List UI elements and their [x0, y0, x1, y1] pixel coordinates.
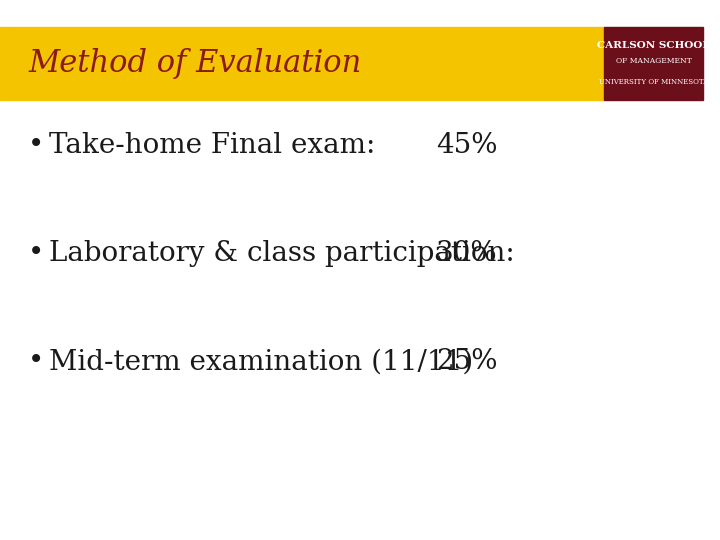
- Text: UNIVERSITY OF MINNESOTA: UNIVERSITY OF MINNESOTA: [599, 78, 708, 86]
- Text: 45%: 45%: [436, 132, 498, 159]
- Text: Method of Evaluation: Method of Evaluation: [28, 48, 361, 79]
- Text: •: •: [28, 132, 45, 159]
- Text: 30%: 30%: [436, 240, 498, 267]
- Bar: [0, 27, 604, 100]
- Text: OF MANAGEMENT: OF MANAGEMENT: [616, 57, 691, 65]
- Text: CARLSON SCHOOL: CARLSON SCHOOL: [597, 40, 710, 50]
- Bar: [604, 27, 703, 100]
- Text: Mid-term examination (11/11): Mid-term examination (11/11): [49, 348, 474, 375]
- Bar: [0, 0, 703, 27]
- Text: •: •: [28, 348, 45, 375]
- Text: Take-home Final exam:: Take-home Final exam:: [49, 132, 376, 159]
- Text: •: •: [28, 240, 45, 267]
- Text: 25%: 25%: [436, 348, 498, 375]
- Text: Laboratory & class participation:: Laboratory & class participation:: [49, 240, 515, 267]
